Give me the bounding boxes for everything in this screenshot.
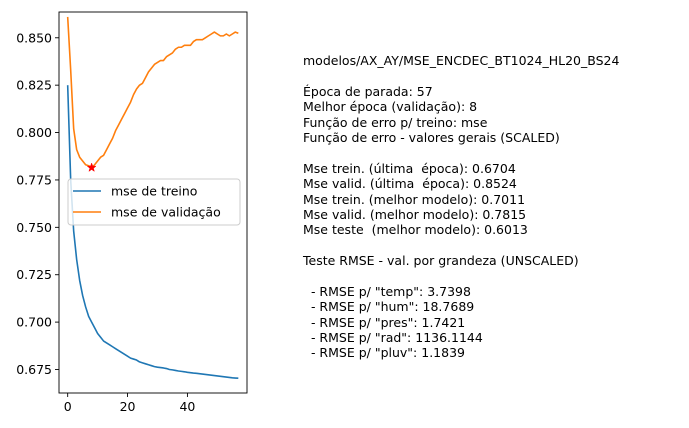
axis-ticks: 0.675 0.700 0.725 0.750 0.775 0.800 0.825 0.850… — [16, 30, 195, 414]
info-line: - RMSE p/ "pres": 1.7421 — [303, 314, 466, 330]
y-tick-label: 0.775 — [16, 172, 52, 187]
y-tick-label: 0.700 — [16, 315, 52, 330]
y-tick-label: 0.750 — [16, 220, 52, 235]
info-line: Função de erro p/ treino: mse — [303, 114, 488, 130]
legend-box — [67, 178, 241, 226]
series-line-treino — [66, 85, 239, 380]
info-line: Mse valid. (melhor modelo): 0.7815 — [303, 206, 527, 222]
best-epoch-star-marker — [86, 162, 97, 172]
legend-label-treino: mse de treino — [111, 184, 197, 199]
info-line: - RMSE p/ "rad": 1136.1144 — [303, 330, 483, 346]
axes-frame — [58, 11, 248, 394]
x-tick-label: 20 — [120, 399, 136, 414]
info-line: Mse valid. (última época): 0.8524 — [303, 176, 517, 192]
info-line — [303, 68, 619, 83]
info-line: - RMSE p/ "pluv": 1.1839 — [303, 345, 465, 361]
info-panel: modelos/AX_AY/MSE_ENCDEC_BT1024_HL20_BS2… — [303, 53, 619, 361]
info-line: Mse teste (melhor modelo): 0.6013 — [303, 222, 528, 238]
info-line: Mse trein. (última época): 0.6704 — [303, 160, 516, 176]
series-layer — [66, 16, 239, 380]
info-line: Teste RMSE - val. por grandeza (UNSCALED… — [303, 253, 579, 269]
legend-label-validacao: mse de validação — [111, 205, 221, 220]
info-line: Função de erro - valores gerais (SCALED) — [303, 129, 560, 145]
y-tick-label: 0.850 — [16, 30, 52, 45]
y-tick-label: 0.675 — [16, 362, 52, 377]
info-line — [303, 238, 619, 253]
info-line — [303, 145, 619, 160]
info-line: Época de parada: 57 — [303, 83, 433, 99]
info-line: Mse trein. (melhor modelo): 0.7011 — [303, 191, 526, 207]
series-line-validacao — [66, 16, 239, 169]
info-line: modelos/AX_AY/MSE_ENCDEC_BT1024_HL20_BS2… — [303, 53, 620, 68]
x-tick-label: 40 — [179, 399, 195, 414]
info-line — [303, 268, 619, 283]
training-chart: 0.675 0.700 0.725 0.750 0.775 0.800 0.825 0.850… — [16, 11, 248, 414]
info-line: - RMSE p/ "temp": 3.7398 — [303, 283, 471, 299]
y-tick-label: 0.825 — [16, 78, 52, 93]
legend: mse de treino mse de validação — [67, 178, 241, 226]
y-tick-label: 0.725 — [16, 267, 52, 282]
y-tick-label: 0.800 — [16, 125, 52, 140]
info-line: - RMSE p/ "hum": 18.7689 — [303, 299, 475, 315]
info-line: Melhor época (validação): 8 — [303, 99, 478, 115]
x-tick-label: 0 — [64, 399, 72, 414]
